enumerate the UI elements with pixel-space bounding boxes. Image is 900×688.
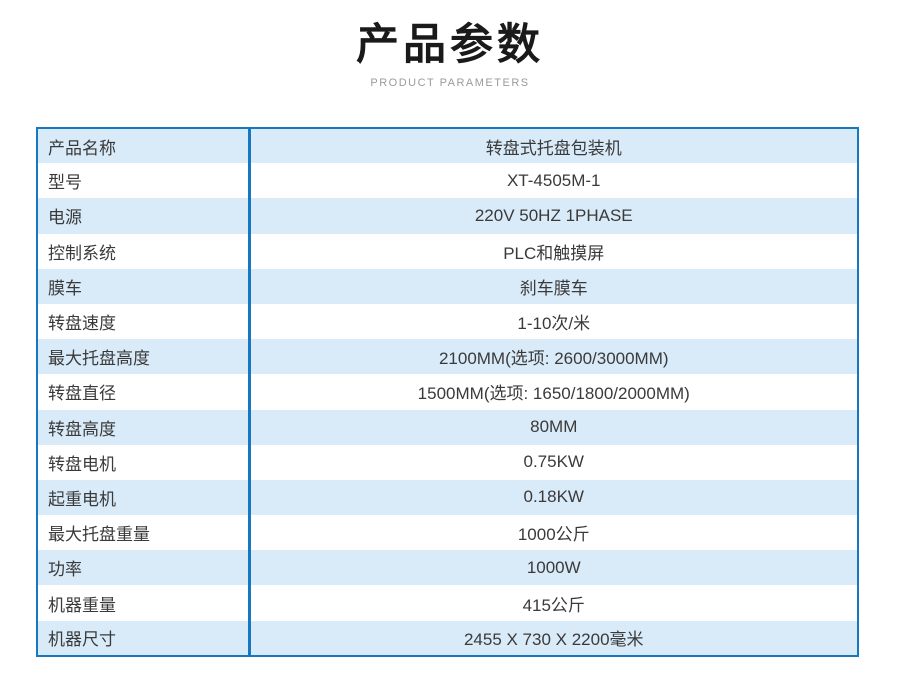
parameters-table-body: 产品名称 转盘式托盘包装机型号 XT-4505M-1 电源 220V 50HZ 1PHA… [37,128,858,656]
param-value: 1500MM(选项: 1650/1800/2000MM) [417,384,690,404]
table-row: 膜车 刹车膜车 [37,268,858,304]
param-label: 机器重量 [37,585,251,621]
param-label: 起重电机 [37,479,251,516]
param-label: 转盘直径 [37,374,251,410]
table-row: 转盘直径 1500MM(选项: 1650/1800/2000MM) [37,374,858,410]
param-value: 0.75KW [523,452,584,472]
table-row: 型号 XT-4505M-1 [37,163,858,199]
param-label: 电源 [37,198,251,234]
table-row: 转盘高度 80MM [37,409,858,445]
param-value: XT-4505M-1 [506,170,601,190]
param-value: 1000公斤 [517,525,590,545]
param-label: 最大托盘高度 [37,339,251,375]
param-value: 80MM [530,417,578,437]
param-value: PLC和触摸屏 [503,243,605,263]
param-label: 功率 [37,550,251,586]
table-row: 转盘电机 0.75KW [37,444,858,480]
param-value: 2100MM(选项: 2600/3000MM) [438,349,669,369]
page-header: 产品参数 PRODUCT PARAMETERS [0,0,900,89]
param-label: 机器尺寸 [37,620,251,656]
param-value: 415公斤 [522,595,585,615]
param-label: 膜车 [37,268,251,304]
param-label: 转盘速度 [37,303,251,340]
param-value: 1000W [526,557,581,577]
param-label: 转盘电机 [37,444,251,480]
table-row: 机器重量 415公斤 [37,585,858,621]
table-row: 最大托盘高度 2100MM(选项: 2600/3000MM) [37,339,858,375]
table-row: 转盘速度 1-10次/米 [37,303,858,340]
param-value: 220V 50HZ 1PHASE [474,205,633,225]
table-row: 产品名称 转盘式托盘包装机 [37,128,858,164]
param-label: 最大托盘重量 [37,515,251,551]
page-title: 产品参数 [356,21,544,69]
table-row: 控制系统 PLC和触摸屏 [37,233,858,269]
table-row: 电源 220V 50HZ 1PHASE [37,198,858,234]
param-label: 转盘高度 [37,409,251,445]
page-subtitle: PRODUCT PARAMETERS [370,77,530,90]
param-value: 2455 X 730 X 2200毫米 [463,630,644,650]
param-value: 刹车膜车 [519,278,588,298]
param-label: 产品名称 [37,128,251,164]
table-row: 功率 1000W [37,550,858,586]
parameters-table: 产品名称 转盘式托盘包装机型号 XT-4505M-1 电源 220V 50HZ 1PHA… [36,127,859,657]
param-value: 1-10次/米 [517,314,591,334]
param-value: 0.18KW [523,487,584,507]
param-label: 控制系统 [37,233,251,269]
table-row: 机器尺寸 2455 X 730 X 2200毫米 [37,620,858,656]
param-label: 型号 [37,163,251,199]
param-value: 转盘式托盘包装机 [485,138,622,158]
table-row: 起重电机 0.18KW [37,479,858,516]
table-row: 最大托盘重量 1000公斤 [37,515,858,551]
